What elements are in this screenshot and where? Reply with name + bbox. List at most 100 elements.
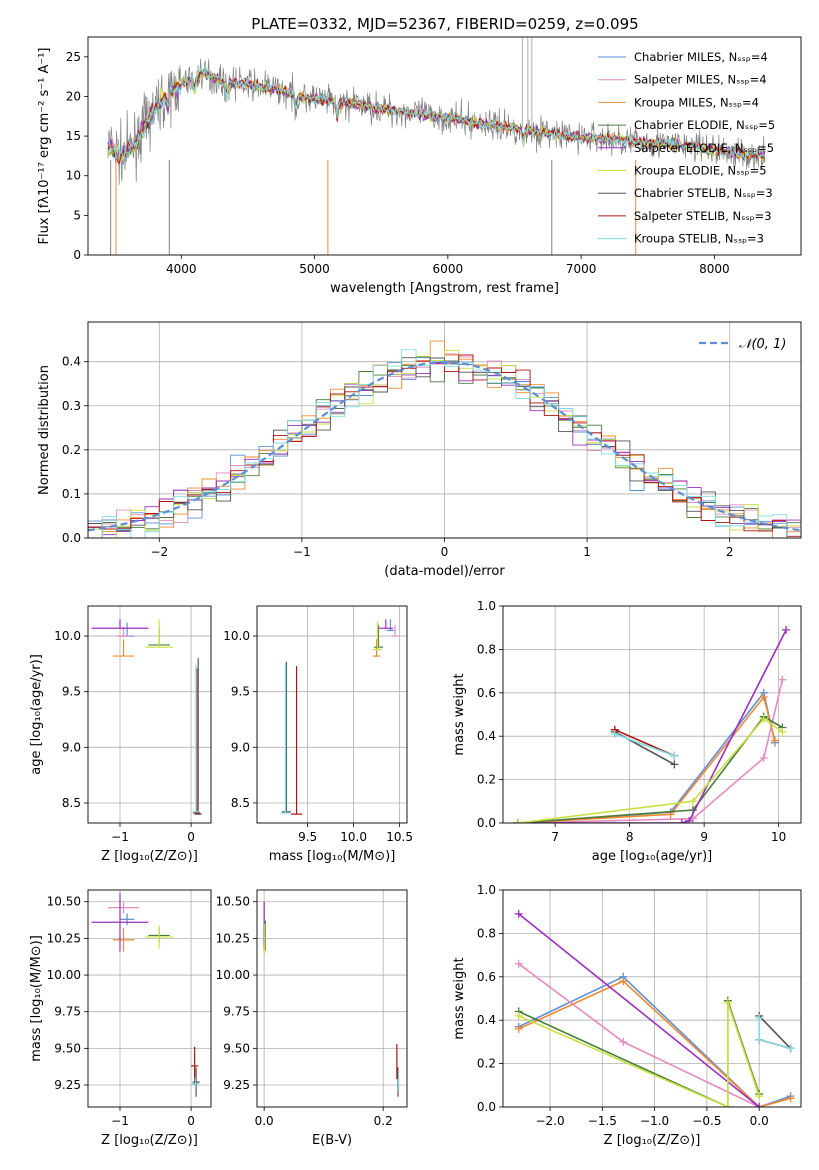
weight-marker	[755, 1035, 764, 1044]
plot-marks	[88, 340, 801, 538]
error-point-5	[144, 925, 174, 949]
x-tick-label: −0.5	[692, 1114, 721, 1128]
x-axis-label: Z [log₁₀(Z/Z⊙)]	[101, 849, 198, 864]
axes-frame	[502, 605, 802, 824]
x-tick-label: 8	[626, 830, 634, 844]
weight-marker	[513, 819, 522, 823]
x-tick-label: 0	[187, 830, 195, 844]
model-spectrum-8	[107, 64, 766, 162]
residual-panel: −2 −1 0 1 2 0.0 0.1 0.2 0.3 0.4 (data-model)/error…	[37, 321, 802, 579]
y-tick-label: 8.5	[231, 796, 250, 810]
x-tick-label: −1	[111, 830, 129, 844]
error-point-4	[378, 619, 394, 629]
legend-label: Chabrier STELIB, Nₛₛₚ=3	[634, 186, 773, 200]
y-tick-label: 9.5	[62, 685, 81, 699]
y-tick-label: 0.4	[477, 729, 496, 743]
weight-marker	[759, 753, 768, 762]
y-tick-label: 9.75	[54, 1005, 81, 1019]
axes-frame	[87, 605, 212, 824]
x-tick-label: 2	[726, 545, 734, 559]
grid	[88, 606, 211, 823]
plot-marks	[513, 625, 791, 823]
x-tick-label: 8000	[699, 262, 730, 276]
x-tick-label: 0	[441, 545, 449, 559]
x-tick-label: −2	[150, 545, 168, 559]
weight-marker	[759, 693, 768, 702]
x-tick-label: 5000	[299, 262, 330, 276]
weight-marker	[610, 730, 619, 739]
y-tick-label: 9.75	[223, 1005, 250, 1019]
spectrum-panel: PLATE=0332, MJD=52367, FIBERID=0259, z=0…	[37, 15, 802, 296]
weight-marker	[755, 1014, 764, 1023]
weight-marker	[670, 760, 679, 769]
error-point-8	[192, 664, 200, 813]
error-point-2	[112, 639, 135, 657]
age-metallicity-panel: −1 0 8.5 9.0 9.5 10.0 Z [log₁₀(Z/Z⊙)] age [log₁…	[29, 605, 212, 864]
x-axis-label: Z [log₁₀(Z/Z⊙)]	[101, 1133, 198, 1148]
y-tick-label: 0.1	[62, 487, 81, 501]
legend: Chabrier MILES, Nₛₛₚ=4 Salpeter MILES, Nₛ…	[598, 50, 775, 246]
legend-label: Chabrier ELODIE, Nₛₛₚ=5	[634, 118, 775, 132]
y-tick-label: 20	[66, 89, 81, 103]
weight-line-0	[518, 975, 791, 1107]
ticks: −1 0 8.5 9.0 9.5 10.0	[54, 629, 195, 844]
y-tick-label: 5	[73, 208, 81, 222]
error-point-5	[372, 621, 383, 651]
y-tick-label: 0.6	[477, 686, 496, 700]
weight-marker	[514, 1011, 523, 1020]
y-axis-label: Flux [fλ10⁻¹⁷ erg cm⁻² s⁻¹ A⁻¹]	[37, 48, 52, 245]
y-tick-label: 15	[66, 129, 81, 143]
axes-frame	[502, 889, 802, 1108]
y-tick-label: 1.0	[477, 599, 496, 613]
y-tick-label: 0.6	[477, 970, 496, 984]
legend-label: Salpeter ELODIE, Nₛₛₚ=5	[634, 141, 774, 155]
plot-area	[88, 890, 211, 1107]
mass-metallicity-panel: −1 0 9.25 9.50 9.75 10.00 10.25 10.50 Z [log₁₀(Z…	[29, 889, 212, 1148]
weight-marker	[688, 797, 697, 806]
weight-marker	[786, 1094, 795, 1103]
x-axis-label: mass [log₁₀(M/M⊙)]	[269, 849, 396, 864]
plot-area	[257, 606, 407, 823]
error-point-8	[191, 1077, 199, 1090]
weight-line-5	[517, 717, 783, 823]
weight-line-1	[517, 679, 784, 823]
x-tick-label: 0	[187, 1114, 195, 1128]
x-tick-label: −1	[111, 1114, 129, 1128]
plot-marks	[91, 892, 200, 1097]
plot-area	[257, 890, 407, 1107]
legend-label: 𝒩(0, 1)	[739, 337, 786, 352]
ticks: −2 −1 0 1 2 0.0 0.1 0.2 0.3 0.4	[62, 355, 734, 559]
weight-marker	[755, 1092, 764, 1101]
weight-marker	[723, 1103, 732, 1107]
y-tick-label: 8.5	[62, 796, 81, 810]
y-tick-label: 9.0	[62, 740, 81, 754]
plot-marks	[107, 37, 766, 255]
mass-weight-metallicity-panel: −2.0 −1.5 −1.0 −0.5 0.0 0.0 0.2 0.4 0.6 0.8 1.0 Z […	[452, 883, 802, 1148]
y-tick-label: 0	[73, 248, 81, 262]
ticks: −2.0 −1.5 −1.0 −0.5 0.0 0.0 0.2 0.4 0.6 0.8 1.0	[477, 883, 769, 1128]
x-tick-label: 0.2	[374, 1114, 393, 1128]
x-tick-label: −2.0	[535, 1114, 564, 1128]
y-tick-label: 9.0	[231, 740, 250, 754]
y-tick-label: 0.2	[62, 443, 81, 457]
axes-frame	[256, 889, 408, 1108]
x-tick-label: −1	[293, 545, 311, 559]
error-point-1	[391, 624, 399, 637]
weight-marker	[670, 751, 679, 760]
y-tick-label: 10.0	[223, 629, 250, 643]
legend-label: Kroupa ELODIE, Nₛₛₚ=5	[634, 164, 767, 178]
error-point-6	[192, 1067, 200, 1097]
y-tick-label: 0.2	[477, 773, 496, 787]
x-axis-label: E(B-V)	[312, 1133, 352, 1148]
weight-marker	[619, 1037, 628, 1046]
weight-marker	[514, 1024, 523, 1033]
ticks: 4000 5000 6000 7000 8000 0 5 10 15 20 25	[66, 50, 730, 276]
error-point-7	[291, 666, 303, 815]
legend-label: Kroupa STELIB, Nₛₛₚ=3	[634, 232, 764, 246]
y-axis-label: age [log₁₀(age/yr)]	[29, 654, 44, 775]
weight-marker	[786, 1044, 795, 1053]
weight-marker	[514, 959, 523, 968]
weight-line-6	[758, 1015, 792, 1049]
x-axis-label: (data-model)/error	[384, 564, 505, 579]
spectrum-title: PLATE=0332, MJD=52367, FIBERID=0259, z=0…	[251, 15, 638, 33]
